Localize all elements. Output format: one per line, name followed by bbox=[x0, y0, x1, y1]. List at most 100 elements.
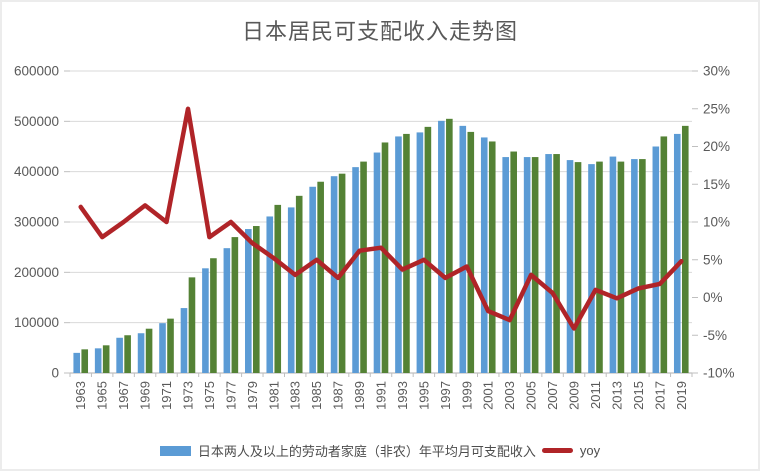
x-axis-label: 1967 bbox=[116, 381, 131, 410]
bar-2017-income_blue bbox=[652, 146, 660, 373]
x-axis-label: 1987 bbox=[331, 381, 346, 410]
x-axis-label: 1995 bbox=[416, 381, 431, 410]
bar-1983-income_blue bbox=[287, 207, 295, 373]
bar-1965-income_blue bbox=[94, 348, 102, 373]
bar-2007-income_green bbox=[553, 154, 560, 373]
chart-title: 日本居民可支配收入走势图 bbox=[241, 19, 518, 44]
legend: 日本两人及以上的劳动者家庭（非农）年平均月可支配收入 yoy bbox=[2, 441, 758, 460]
bar-1995-income_blue bbox=[416, 132, 424, 373]
bar-2011-income_blue bbox=[588, 164, 595, 373]
bar-1989-income_green bbox=[360, 161, 367, 373]
bar-2019-income_green bbox=[681, 125, 689, 373]
bar-1979-income_green bbox=[253, 226, 260, 373]
bar-1977-income_blue bbox=[223, 248, 231, 373]
bar-1985-income_green bbox=[317, 181, 324, 373]
x-axis-label: 1971 bbox=[159, 381, 174, 410]
x-axis-label: 2017 bbox=[652, 381, 667, 410]
right-axis-label: 15% bbox=[703, 177, 730, 192]
x-axis-label: 1993 bbox=[395, 381, 410, 410]
bar-2009-income_green bbox=[574, 162, 582, 373]
x-axis-label: 2019 bbox=[674, 381, 689, 410]
x-axis-label: 1965 bbox=[95, 381, 110, 410]
bar-1977-income_green bbox=[231, 237, 239, 373]
bar-1971-income_green bbox=[167, 318, 174, 373]
bar-1971-income_blue bbox=[159, 323, 166, 373]
bar-2001-income_blue bbox=[480, 137, 488, 373]
bar-2003-income_blue bbox=[502, 157, 509, 373]
bar-2013-income_blue bbox=[609, 156, 617, 373]
bar-1965-income_green bbox=[102, 345, 110, 373]
bar-2005-income_green bbox=[531, 157, 539, 373]
bar-1979-income_blue bbox=[245, 229, 252, 373]
x-axis-label: 1981 bbox=[266, 381, 281, 410]
left-axis-label: 200000 bbox=[14, 265, 59, 280]
bar-2005-income_blue bbox=[523, 157, 531, 373]
bar-1973-income_blue bbox=[180, 308, 188, 373]
bar-2019-income_blue bbox=[673, 133, 681, 373]
left-axis-label: 400000 bbox=[14, 164, 59, 179]
right-axis-label: 10% bbox=[703, 215, 730, 230]
bar-2015-income_green bbox=[639, 159, 646, 373]
bar-1973-income_green bbox=[188, 277, 196, 373]
bar-1985-income_blue bbox=[309, 186, 316, 373]
x-axis-label: 1973 bbox=[180, 381, 195, 410]
bar-1991-income_green bbox=[381, 142, 389, 373]
x-axis-label: 1969 bbox=[138, 381, 153, 410]
right-axis-label: 20% bbox=[703, 139, 730, 154]
left-axis-label: 100000 bbox=[14, 315, 59, 330]
x-axis-label: 1985 bbox=[309, 381, 324, 410]
x-axis-label: 2007 bbox=[545, 381, 560, 410]
legend-line-swatch bbox=[541, 448, 573, 453]
bar-1997-income_blue bbox=[438, 120, 445, 373]
bar-1969-income_blue bbox=[137, 333, 145, 373]
bar-1975-income_blue bbox=[202, 268, 209, 373]
right-axis-label: 25% bbox=[703, 101, 730, 116]
legend-yoy-label: yoy bbox=[579, 443, 601, 458]
bar-1995-income_green bbox=[424, 126, 432, 374]
x-axis-label: 1975 bbox=[202, 381, 217, 410]
bar-1981-income_green bbox=[274, 204, 282, 373]
bar-1991-income_blue bbox=[373, 152, 381, 373]
bar-1975-income_green bbox=[210, 258, 217, 373]
left-axis-label: 300000 bbox=[14, 215, 59, 230]
bar-1983-income_green bbox=[295, 195, 303, 373]
x-axis-label: 1999 bbox=[459, 381, 474, 410]
bar-2009-income_blue bbox=[566, 160, 574, 373]
bar-1967-income_green bbox=[124, 335, 131, 373]
right-axis-label: -5% bbox=[703, 328, 727, 343]
x-axis-label: 2011 bbox=[588, 381, 603, 409]
x-axis-label: 2005 bbox=[524, 381, 539, 410]
bar-1999-income_blue bbox=[459, 125, 467, 373]
x-axis-label: 1963 bbox=[73, 381, 88, 410]
bar-1989-income_blue bbox=[352, 167, 359, 373]
x-axis-label: 1979 bbox=[245, 381, 260, 410]
x-axis-label: 2015 bbox=[631, 381, 646, 410]
left-axis-label: 600000 bbox=[14, 64, 59, 79]
bar-1963-income_green bbox=[81, 349, 89, 373]
bar-1993-income_blue bbox=[395, 136, 402, 373]
right-axis-label: 0% bbox=[703, 290, 723, 305]
x-axis-label: 2001 bbox=[481, 381, 496, 410]
left-axis-label: 500000 bbox=[14, 114, 59, 129]
bar-2011-income_green bbox=[596, 161, 603, 373]
bar-1999-income_green bbox=[467, 131, 475, 373]
bar-1963-income_blue bbox=[73, 352, 81, 373]
bar-2001-income_green bbox=[488, 141, 496, 373]
bar-2007-income_blue bbox=[545, 154, 552, 373]
bar-2013-income_green bbox=[617, 161, 625, 373]
bar-1969-income_green bbox=[145, 328, 153, 373]
x-axis-label: 2009 bbox=[567, 381, 582, 410]
right-axis-label: 5% bbox=[703, 252, 723, 267]
bar-1967-income_blue bbox=[116, 337, 123, 373]
x-axis-label: 1977 bbox=[223, 381, 238, 410]
x-axis-label: 2013 bbox=[609, 381, 624, 410]
legend-bar-label: 日本两人及以上的劳动者家庭（非农）年平均月可支配收入 bbox=[197, 444, 536, 459]
x-axis-label: 1997 bbox=[438, 381, 453, 410]
bar-1993-income_green bbox=[403, 133, 410, 373]
legend-bar-swatch bbox=[159, 445, 191, 456]
x-axis-label: 1989 bbox=[352, 381, 367, 410]
bar-2003-income_green bbox=[510, 151, 517, 373]
right-axis-label: 30% bbox=[703, 64, 730, 79]
